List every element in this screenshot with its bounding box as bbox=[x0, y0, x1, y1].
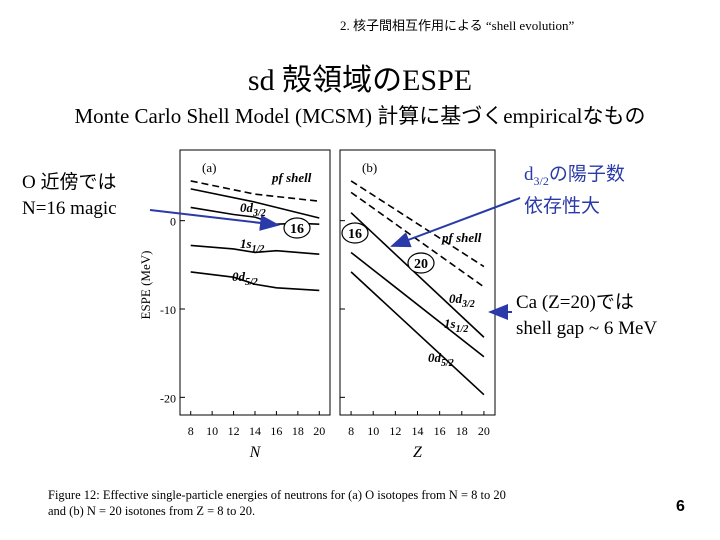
x-tick-label: 14 bbox=[249, 424, 261, 438]
x-tick-label: 10 bbox=[206, 424, 218, 438]
label-0d32: 0d3/2 bbox=[449, 291, 475, 310]
series-line bbox=[350, 191, 485, 288]
y-tick-label: -20 bbox=[160, 391, 176, 405]
magic-16-circle bbox=[283, 217, 311, 239]
label-0d52: 0d5/2 bbox=[428, 350, 454, 369]
x-tick-label: 14 bbox=[412, 424, 424, 438]
x-tick-label: 8 bbox=[348, 424, 354, 438]
magic-16-circle-text: 16 bbox=[348, 227, 362, 242]
x-axis-label: Z bbox=[413, 444, 423, 461]
annotation-arrows bbox=[149, 197, 521, 320]
y-axis-label: ESPE (MeV) bbox=[138, 251, 153, 320]
panel-label: (b) bbox=[362, 160, 377, 175]
x-tick-label: 20 bbox=[313, 424, 325, 438]
label-1s12: 1s1/2 bbox=[240, 236, 264, 255]
right-annotation-d32-line2: 依存性大 bbox=[524, 195, 601, 217]
y-tick-label: -10 bbox=[160, 303, 176, 317]
right-annotation-d32: d3/2の陽子数 依存性大 bbox=[524, 162, 625, 220]
magic-16-circle-text: 16 bbox=[290, 222, 304, 237]
series-line bbox=[350, 212, 485, 338]
x-tick-label: 16 bbox=[434, 424, 446, 438]
page-number: 6 bbox=[676, 498, 685, 515]
panel-a: 8 10 12 14 16 18 20 0 -10 -20 N ESPE (MeV) (a) pf she… bbox=[138, 149, 331, 461]
magic-20-circle-text: 20 bbox=[414, 257, 428, 272]
d-suffix: の陽子数 bbox=[548, 164, 625, 185]
left-annotation-line1: O 近傍では bbox=[22, 172, 117, 193]
arrow-n16 bbox=[149, 209, 280, 231]
magic-16-circle bbox=[341, 222, 369, 244]
panel-b: 8 10 12 14 16 18 20 Z (b) pf shell 0d3/2 1s1/2 0d5/2… bbox=[339, 149, 496, 461]
x-tick-label: 18 bbox=[292, 424, 304, 438]
left-annotation: O 近傍では N=16 magic bbox=[22, 170, 117, 222]
slide-subtitle: Monte Carlo Shell Model (MCSM) 計算に基づくemp… bbox=[74, 104, 646, 128]
d-subscript: 3/2 bbox=[533, 173, 549, 188]
label-0d32: 0d3/2 bbox=[240, 200, 266, 219]
magic-20-circle bbox=[407, 252, 435, 274]
x-tick-label: 16 bbox=[270, 424, 282, 438]
right-annotation-ca-line1: Ca (Z=20)では bbox=[516, 292, 634, 313]
slide-title: sd 殻領域のESPE bbox=[247, 64, 473, 97]
series-line bbox=[190, 244, 320, 256]
d-symbol: d bbox=[524, 164, 534, 185]
series-line bbox=[350, 180, 485, 268]
series-line bbox=[190, 271, 320, 292]
x-tick-label: 10 bbox=[367, 424, 379, 438]
right-annotation-ca-line2: shell gap ~ 6 MeV bbox=[516, 318, 658, 339]
section-header: 2. 核子間相互作用による “shell evolution” bbox=[340, 18, 575, 33]
arrow-d32 bbox=[390, 197, 521, 248]
series-line bbox=[350, 251, 485, 358]
caption-line1: Figure 12: Effective single-particle ene… bbox=[48, 488, 506, 502]
series-line bbox=[190, 188, 320, 219]
x-axis-label: N bbox=[249, 444, 262, 461]
left-annotation-line2: N=16 magic bbox=[22, 198, 117, 219]
x-tick-label: 8 bbox=[188, 424, 194, 438]
right-annotation-d32-line1: d3/2の陽子数 bbox=[524, 162, 625, 194]
figure-caption: Figure 12: Effective single-particle ene… bbox=[48, 487, 608, 519]
label-pf-shell: pf shell bbox=[441, 230, 482, 245]
x-tick-label: 12 bbox=[389, 424, 401, 438]
panel-label: (a) bbox=[202, 160, 216, 175]
series-line bbox=[350, 271, 485, 396]
label-0d52: 0d5/2 bbox=[232, 269, 258, 288]
x-tick-label: 12 bbox=[228, 424, 240, 438]
caption-line2: and (b) N = 20 isotones from Z = 8 to 20… bbox=[48, 504, 256, 518]
y-tick-label: 0 bbox=[170, 215, 176, 229]
x-tick-label: 20 bbox=[478, 424, 490, 438]
right-annotation-ca: Ca (Z=20)では shell gap ~ 6 MeV bbox=[516, 290, 657, 342]
label-pf-shell: pf shell bbox=[271, 170, 312, 185]
label-1s12: 1s1/2 bbox=[444, 316, 468, 335]
x-tick-label: 18 bbox=[456, 424, 468, 438]
